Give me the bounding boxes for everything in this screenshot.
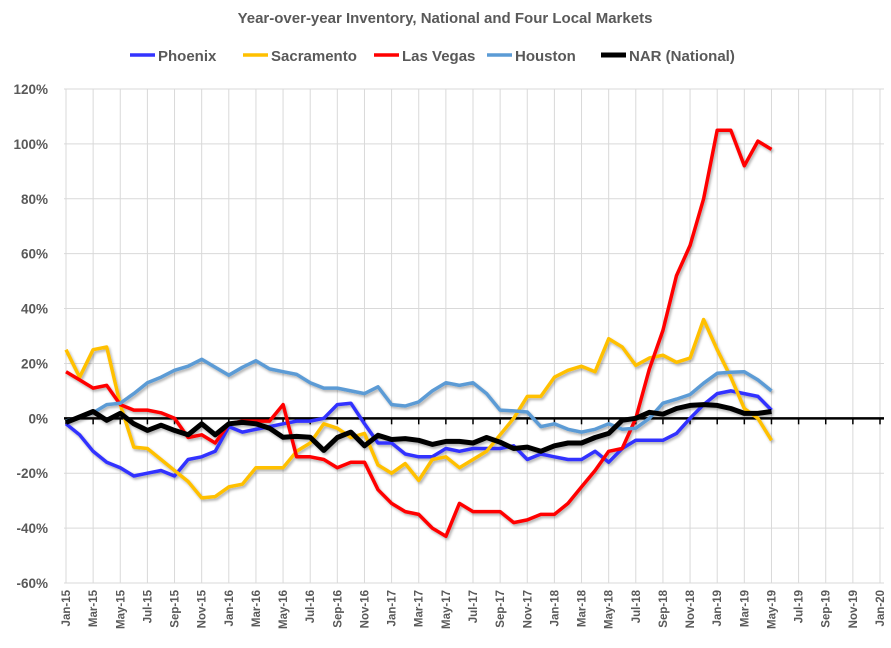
legend-item: Phoenix <box>130 48 217 65</box>
series-nar-national <box>65 402 772 454</box>
x-tick-label: Jan-16 <box>224 590 236 626</box>
x-tick-label: Nov-18 <box>685 589 697 628</box>
legend-item: Las Vegas <box>374 48 475 65</box>
x-tick-label: Nov-17 <box>522 590 534 628</box>
x-tick-label: Sep-16 <box>332 590 344 628</box>
x-tick-label: May-18 <box>604 589 616 629</box>
x-tick-label: Nov-19 <box>848 590 860 628</box>
x-tick-label: Jan-20 <box>875 590 887 626</box>
legend: Phoenix Sacramento Las Vegas Houston NAR (Na… <box>130 48 735 65</box>
x-tick-label: May-15 <box>115 589 127 629</box>
x-tick-label: Sep-17 <box>495 590 507 628</box>
legend-item: NAR (National) <box>601 48 735 65</box>
legend-label: Las Vegas <box>402 48 475 65</box>
x-tick-label: Sep-15 <box>170 589 182 627</box>
y-axis: -60% -40% -20% 0% 20% 40% 60% 80% 100% 120% <box>13 82 48 591</box>
x-tick-label: Mar-16 <box>251 590 263 627</box>
x-tick-label: Jan-19 <box>712 590 724 626</box>
x-tick-label: May-16 <box>278 590 290 629</box>
y-tick-label: 60% <box>21 247 48 262</box>
y-tick-label: -60% <box>16 576 48 591</box>
series-line <box>64 389 773 478</box>
legend-label: Houston <box>515 48 576 65</box>
x-tick-label: Sep-18 <box>658 589 670 627</box>
gridlines <box>64 88 884 584</box>
y-tick-label: -40% <box>16 521 48 536</box>
x-tick-label: Nov-16 <box>359 590 371 628</box>
x-tick-label: Jul-15 <box>142 589 154 623</box>
legend-label: Sacramento <box>271 48 357 65</box>
x-tick-label: Jul-17 <box>468 590 480 623</box>
y-tick-label: 0% <box>28 411 48 426</box>
legend-label: NAR (National) <box>629 48 735 65</box>
x-tick-label: Nov-15 <box>197 589 209 628</box>
legend-item: Sacramento <box>243 48 357 65</box>
y-tick-label: 100% <box>13 137 48 152</box>
y-tick-label: 20% <box>21 356 48 371</box>
y-tick-label: 120% <box>13 82 48 97</box>
series-line <box>65 402 772 454</box>
x-tick-label: Mar-15 <box>88 589 100 627</box>
x-tick-label: Jan-15 <box>61 589 73 626</box>
series-phoenix <box>64 389 773 478</box>
chart-title: Year-over-year Inventory, National and F… <box>238 10 653 27</box>
x-tick-label: Mar-19 <box>739 590 751 627</box>
x-tick-label: May-19 <box>766 590 778 629</box>
x-tick-label: Mar-17 <box>414 590 426 627</box>
legend-label: Phoenix <box>158 48 217 65</box>
x-tick-label: May-17 <box>441 590 453 629</box>
series-lines <box>64 128 773 539</box>
x-tick-label: Jul-19 <box>794 590 806 623</box>
x-tick-label: Sep-19 <box>821 590 833 628</box>
x-tick-label: Jan-18 <box>549 589 561 626</box>
x-tick-label: Jan-17 <box>387 590 399 626</box>
x-tick-label: Mar-18 <box>577 589 589 627</box>
y-tick-label: 40% <box>21 302 48 317</box>
x-tick-label: Jul-18 <box>631 589 643 623</box>
legend-item: Houston <box>487 48 576 65</box>
x-axis: Jan-15 Mar-15 May-15 Jul-15 Sep-15 Nov-15 Jan-… <box>61 417 887 629</box>
y-tick-label: -20% <box>16 466 48 481</box>
y-tick-label: 80% <box>21 192 48 207</box>
x-tick-label: Jul-16 <box>305 590 317 623</box>
